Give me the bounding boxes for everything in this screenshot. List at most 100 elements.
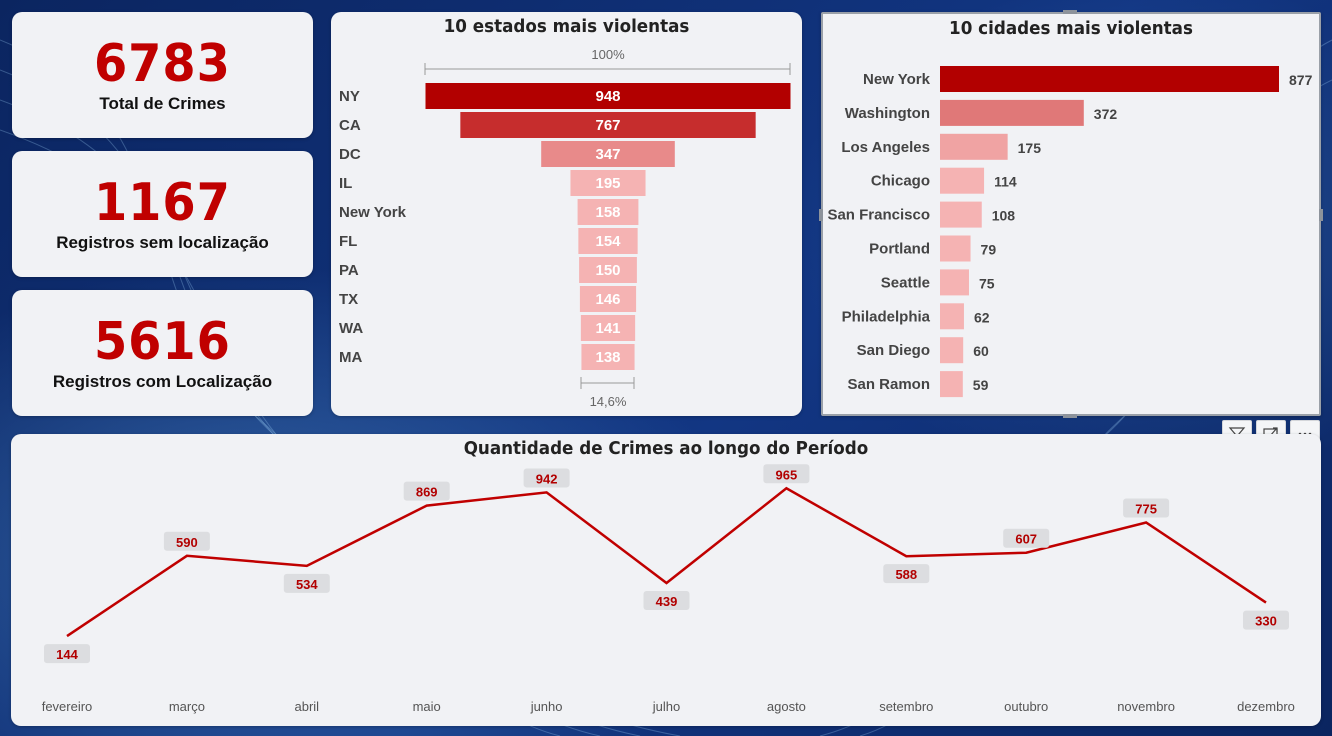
data-label-box	[283, 573, 330, 593]
funnel-bottom-bracket	[580, 377, 635, 389]
line-chart-card[interactable]: Quantidade de Crimes ao longo do Período…	[11, 434, 1321, 726]
kpi-card-with-location[interactable]: 5616 Registros com Localização	[12, 290, 313, 416]
x-tick-label: junho	[530, 699, 563, 714]
city-bar	[940, 303, 964, 330]
funnel-value-label: 138	[595, 349, 620, 366]
data-label: 942	[536, 471, 558, 486]
kpi-card-total-crimes[interactable]: 6783 Total de Crimes	[12, 12, 313, 138]
data-label: 144	[56, 647, 78, 662]
kpi-value: 1167	[94, 173, 231, 233]
resize-handle-bottom[interactable]	[1063, 414, 1077, 418]
funnel-top-bracket	[424, 63, 791, 75]
city-bar	[940, 235, 971, 262]
funnel-value-label: 150	[595, 262, 620, 279]
data-label-box	[163, 531, 210, 551]
data-label: 330	[1255, 614, 1277, 629]
resize-handle-left[interactable]	[819, 209, 823, 221]
city-bar	[940, 133, 1008, 160]
funnel-bar	[579, 257, 637, 283]
city-bar	[940, 99, 1084, 126]
data-label-box	[44, 644, 90, 664]
funnel-bar	[580, 315, 636, 341]
funnel-chart-card[interactable]: 10 estados mais violentas 100% 14,6% NY 9…	[331, 12, 802, 416]
data-label-box	[403, 481, 450, 501]
funnel-value-label: 948	[595, 88, 620, 105]
data-label: 869	[416, 485, 438, 500]
data-label-box	[1123, 498, 1170, 518]
funnel-category-label: NY	[339, 88, 360, 105]
city-value-label: 62	[974, 309, 990, 325]
city-bar	[940, 66, 1279, 92]
x-tick-label: outubro	[1004, 699, 1048, 714]
funnel-bar	[570, 170, 646, 196]
funnel-category-label: IL	[339, 175, 352, 192]
funnel-value-label: 141	[595, 320, 620, 337]
city-category-label: New York	[863, 71, 931, 88]
chart-title: 10 cidades mais violentas	[949, 18, 1193, 39]
x-tick-label: setembro	[879, 699, 933, 714]
x-tick-label: novembro	[1117, 699, 1175, 714]
resize-handle-top[interactable]	[1063, 10, 1077, 14]
x-tick-label: agosto	[767, 699, 806, 714]
funnel-value-label: 146	[595, 291, 620, 308]
funnel-value-label: 154	[595, 233, 621, 250]
funnel-bottom-percent: 14,6%	[590, 394, 627, 409]
city-value-label: 877	[1289, 72, 1313, 88]
city-category-label: Washington	[845, 105, 930, 122]
city-value-label: 75	[979, 275, 995, 291]
funnel-bar	[578, 228, 638, 254]
funnel-chart: 100% 14,6% NY 948 CA 767 DC 347 IL 195 New York 1…	[339, 47, 791, 409]
data-label: 607	[1015, 532, 1037, 547]
funnel-category-label: FL	[339, 233, 357, 250]
x-tick-label: dezembro	[1237, 699, 1295, 714]
city-category-label: Los Angeles	[841, 139, 930, 156]
city-category-label: Portland	[869, 241, 930, 258]
funnel-category-label: PA	[339, 262, 359, 279]
city-value-label: 114	[994, 174, 1017, 190]
resize-handle-right[interactable]	[1319, 209, 1323, 221]
cities-chart-card[interactable]: 10 cidades mais violentas New York 877 Was…	[819, 10, 1323, 418]
kpi-label: Registros com Localização	[52, 372, 273, 391]
funnel-category-label: New York	[339, 204, 407, 221]
funnel-category-label: CA	[339, 117, 361, 134]
kpi-card-without-location[interactable]: 1167 Registros sem localização	[12, 151, 313, 277]
funnel-value-label: 195	[595, 175, 620, 192]
city-category-label: San Ramon	[847, 376, 930, 393]
funnel-category-label: MA	[339, 349, 362, 366]
city-value-label: 79	[981, 242, 997, 258]
funnel-value-label: 347	[595, 146, 620, 163]
city-bar	[940, 371, 963, 398]
kpi-label: Total de Crimes	[99, 94, 226, 113]
funnel-category-label: WA	[339, 320, 363, 337]
funnel-category-label: DC	[339, 146, 361, 163]
data-label-box	[1003, 528, 1050, 548]
x-tick-label: março	[169, 699, 205, 714]
line-chart: 144 fevereiro 590 março 534 abril 869 maio 942 ju…	[42, 464, 1295, 714]
data-label: 588	[895, 567, 917, 582]
city-bar	[940, 167, 985, 194]
funnel-bar	[425, 83, 791, 109]
city-category-label: Chicago	[871, 173, 930, 190]
city-category-label: San Diego	[857, 342, 930, 359]
city-category-label: Philadelphia	[842, 308, 931, 325]
city-value-label: 59	[973, 377, 989, 393]
funnel-value-label: 767	[595, 117, 620, 134]
x-tick-label: fevereiro	[42, 699, 93, 714]
kpi-value: 5616	[94, 312, 231, 372]
x-tick-label: abril	[295, 699, 320, 714]
data-label: 775	[1135, 502, 1157, 517]
data-label-box	[883, 564, 930, 584]
chart-title: 10 estados mais violentas	[443, 16, 690, 37]
cities-bar-chart: New York 877 Washington 372 Los Angeles 175 Ch…	[827, 66, 1313, 398]
data-label-box	[1243, 610, 1289, 630]
city-bar	[940, 201, 982, 228]
funnel-bar	[579, 286, 637, 312]
chart-title: Quantidade de Crimes ao longo do Período	[463, 438, 869, 459]
city-category-label: San Francisco	[827, 207, 930, 224]
kpi-label: Registros sem localização	[56, 233, 269, 252]
data-label: 965	[776, 467, 798, 482]
city-category-label: Seattle	[881, 274, 930, 291]
city-bar	[940, 337, 964, 364]
data-label: 590	[176, 535, 198, 550]
city-value-label: 175	[1018, 140, 1042, 156]
